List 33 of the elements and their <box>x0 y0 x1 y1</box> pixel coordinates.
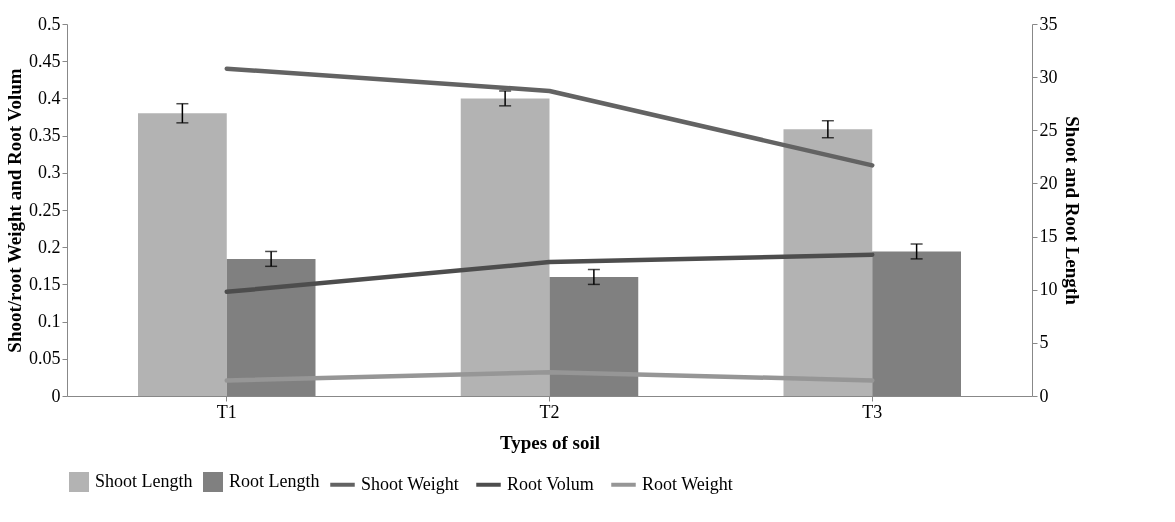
x-tick-label: T1 <box>216 401 237 422</box>
bar <box>460 98 550 396</box>
y-tick-label: 0.4 <box>38 87 61 108</box>
y-tick-label: 0.05 <box>29 348 61 369</box>
legend-label: Root Weight <box>642 473 733 494</box>
y2-tick-label: 30 <box>1039 66 1058 87</box>
x-tick-label: T2 <box>539 401 560 422</box>
y-axis-title: Shoot/root Weight and Root Volum <box>4 68 25 353</box>
legend-label: Root Length <box>229 471 320 491</box>
y-tick-label: 0.45 <box>29 50 61 71</box>
y-tick-label: 0.15 <box>29 273 61 294</box>
y-tick-label: 0.35 <box>29 125 61 146</box>
x-tick-label: T3 <box>862 401 883 422</box>
y2-tick-label: 20 <box>1039 172 1058 193</box>
bar <box>138 113 227 396</box>
y2-tick-label: 5 <box>1039 332 1049 353</box>
y-tick-label: 0.2 <box>38 236 61 257</box>
x-axis-title: Types of soil <box>500 431 600 453</box>
y-tick-label: 0.25 <box>29 199 61 220</box>
y2-axis-title: Shoot and Root Length <box>1061 116 1083 306</box>
bar <box>783 129 873 396</box>
legend-label: Root Volum <box>507 473 594 494</box>
y2-tick-label: 10 <box>1039 279 1058 300</box>
legend-label: Shoot Weight <box>361 473 459 494</box>
y2-tick-label: 15 <box>1039 226 1058 247</box>
y-tick-label: 0.5 <box>38 13 61 34</box>
y-tick-label: 0.3 <box>38 162 61 183</box>
y-tick-label: 0.1 <box>38 311 61 332</box>
legend-label: Shoot Length <box>95 471 193 491</box>
y2-tick-label: 25 <box>1039 119 1058 140</box>
y-tick-label: 0 <box>51 385 61 406</box>
y2-tick-label: 35 <box>1039 13 1058 34</box>
y2-tick-label: 0 <box>1039 385 1049 406</box>
